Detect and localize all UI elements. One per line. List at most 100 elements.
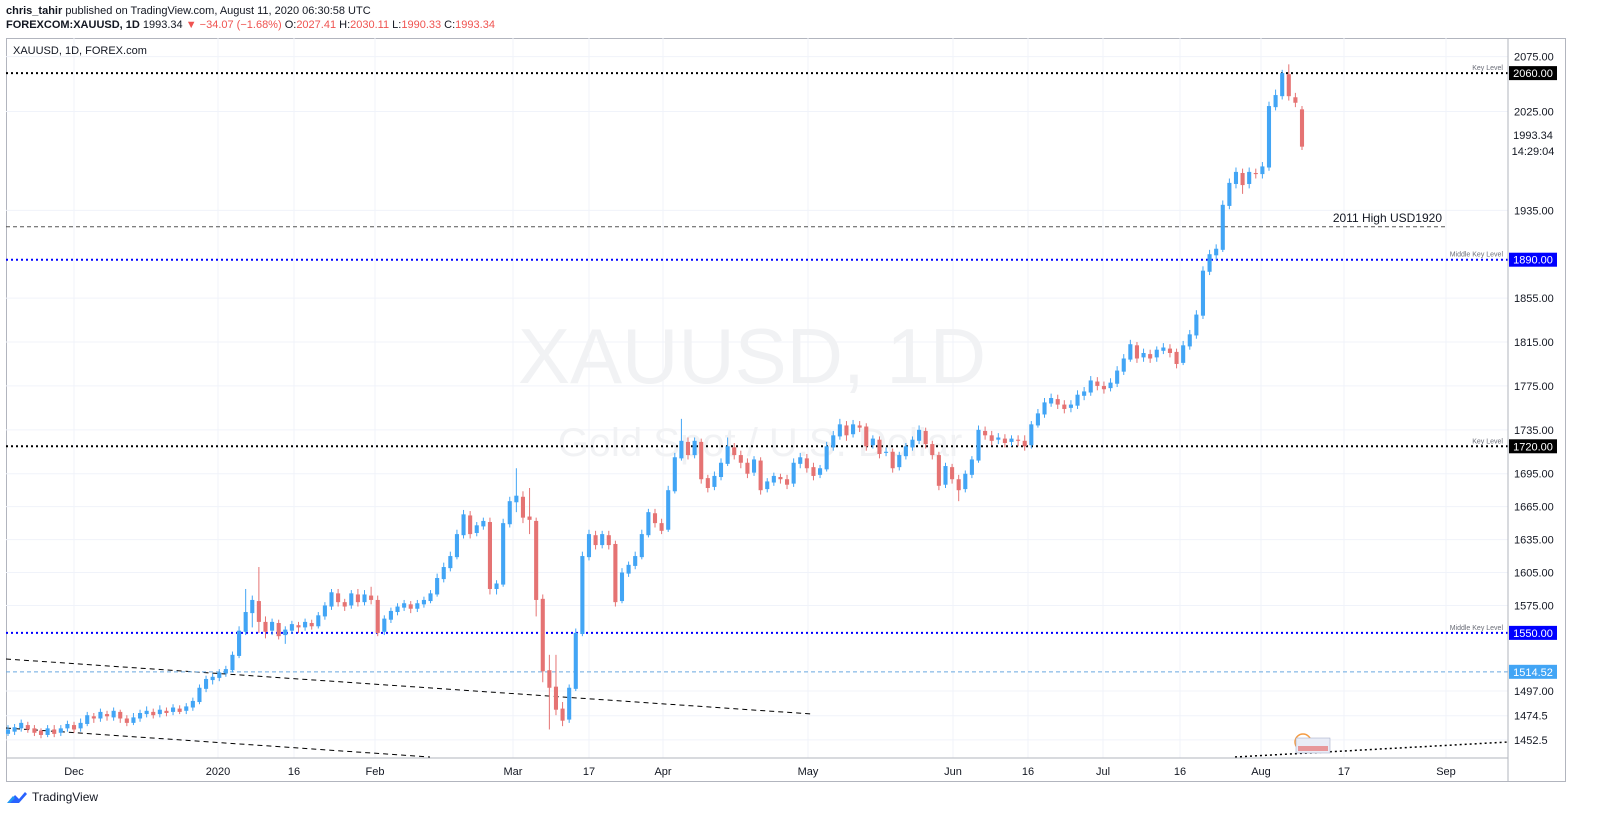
candle-body-47 (316, 615, 321, 627)
x-tick-label-3: Feb (366, 766, 385, 778)
y-tick-label-1: 2025.00 (1514, 107, 1554, 119)
candle-body-100 (666, 490, 671, 530)
price-change: ▼ −34.07 (−1.68%) (185, 19, 282, 31)
candle-body-6 (45, 728, 50, 735)
x-tick-label-2: 16 (288, 766, 300, 778)
candle-body-126 (837, 424, 842, 437)
price-levels[interactable]: Key Level Middle Key Level Key Level Middle… (6, 65, 1508, 673)
high-label: H: (339, 19, 351, 31)
candle-body-89 (593, 535, 598, 546)
candle-body-78 (520, 496, 526, 518)
level-note-1: Middle Key Level (1450, 252, 1504, 259)
candle-body-3 (25, 725, 30, 730)
candle-body-87 (580, 556, 585, 634)
candle-body-112 (745, 462, 750, 474)
candle-body-160 (1062, 404, 1067, 409)
open-value: 2027.41 (296, 19, 337, 31)
candle-body-59 (395, 606, 400, 613)
candle-body-157 (1042, 402, 1047, 415)
candle-body-91 (606, 535, 611, 546)
chart-symbol-label: XAUUSD, 1D, FOREX.com (13, 45, 147, 57)
candle-body-1 (12, 727, 17, 732)
candle-body-127 (844, 425, 849, 436)
watermark-description: Gold Spot / U.S. Dollar (558, 421, 963, 465)
candle-body-36 (243, 612, 248, 632)
candle-body-14 (98, 711, 103, 719)
candle-body-57 (382, 618, 387, 632)
candle-body-185 (1227, 182, 1232, 206)
level-badge-1-bg (1509, 252, 1557, 267)
candle-body-121 (804, 458, 809, 469)
candle-body-33 (223, 669, 228, 674)
tradingview-logo[interactable]: TradingView (6, 790, 98, 804)
candle-body-77 (514, 495, 519, 503)
watermark-symbol: XAUUSD, 1D (518, 312, 986, 400)
candle-body-71 (474, 525, 479, 533)
event-flag-icon[interactable] (1294, 733, 1331, 754)
candle-body-37 (250, 599, 255, 614)
candle-body-109 (725, 446, 730, 464)
candle-body-148 (983, 430, 988, 436)
candle-body-65 (435, 578, 440, 595)
candle-body-61 (408, 604, 413, 609)
candle-body-117 (778, 477, 783, 480)
candle-body-62 (415, 603, 420, 609)
watermark: XAUUSD, 1D Gold Spot / U.S. Dollar (518, 312, 986, 465)
candle-body-0 (5, 729, 11, 734)
high-value: 2030.11 (350, 19, 390, 31)
candle-body-16 (111, 710, 116, 718)
candle-body-114 (758, 460, 763, 491)
candle-body-4 (32, 728, 37, 733)
level-badge-2: 1720.00 (1513, 441, 1553, 453)
candle-body-181 (1200, 270, 1206, 316)
candle-body-156 (1035, 413, 1040, 426)
level-note-2: Key Level (1472, 438, 1503, 445)
candle-body-35 (237, 630, 242, 656)
candle-body-103 (685, 441, 691, 456)
candle-body-174 (1154, 349, 1159, 358)
x-tick-label-11: 16 (1174, 766, 1186, 778)
candle-body-75 (501, 523, 506, 585)
label-2011-high: 2011 High USD1920 (1333, 211, 1443, 225)
candle-body-80 (534, 520, 539, 600)
candle-body-66 (441, 567, 446, 580)
y-tick-label-9: 1635.00 (1514, 535, 1554, 547)
y-tick-label-3: 1855.00 (1514, 293, 1554, 305)
y-tick-label-2: 1935.00 (1514, 205, 1554, 217)
candle-body-183 (1214, 248, 1219, 256)
candle-body-67 (448, 556, 453, 569)
trendlines[interactable] (5, 658, 1509, 758)
candle-body-149 (989, 435, 994, 441)
x-tick-label-14: Sep (1436, 766, 1456, 778)
candle-body-56 (375, 599, 380, 633)
y-tick-label-0: 2075.00 (1514, 52, 1554, 64)
trendline-rising[interactable] (1234, 741, 1509, 758)
price-axis[interactable]: 2075.00 2025.00 1935.00 1855.00 1815.00 1775.… (6, 38, 1554, 782)
candle-body-134 (890, 451, 895, 469)
candle-body-26 (177, 708, 182, 712)
candle-body-98 (652, 513, 658, 524)
candle-body-118 (784, 479, 790, 485)
trendline-lower[interactable] (5, 727, 431, 758)
level-badge-3: 1550.00 (1513, 628, 1553, 640)
time-axis[interactable]: Dec 2020 16 Feb Mar 17 Apr May Jun 16 Jul 16 Aug 17 Se… (64, 766, 1456, 778)
grid (6, 38, 1508, 758)
trendline-upper[interactable] (5, 658, 813, 715)
candle-body-5 (38, 730, 44, 735)
candle-body-41 (276, 623, 281, 637)
x-tick-label-9: 16 (1022, 766, 1034, 778)
candle-body-192 (1273, 95, 1278, 108)
x-tick-label-6: Apr (654, 766, 671, 778)
x-tick-label-8: Jun (944, 766, 962, 778)
candle-body-142 (943, 466, 948, 485)
candle-body-106 (705, 478, 710, 488)
candle-body-150 (996, 437, 1001, 440)
author-name[interactable]: chris_tahir (6, 5, 63, 17)
countdown-label: 14:29:04 (1512, 146, 1555, 158)
candle-body-119 (791, 462, 796, 484)
badge-1514: 1514.52 (1513, 667, 1553, 679)
candle-body-10 (71, 725, 77, 730)
candle-body-15 (104, 714, 110, 717)
candle-body-104 (692, 440, 697, 456)
